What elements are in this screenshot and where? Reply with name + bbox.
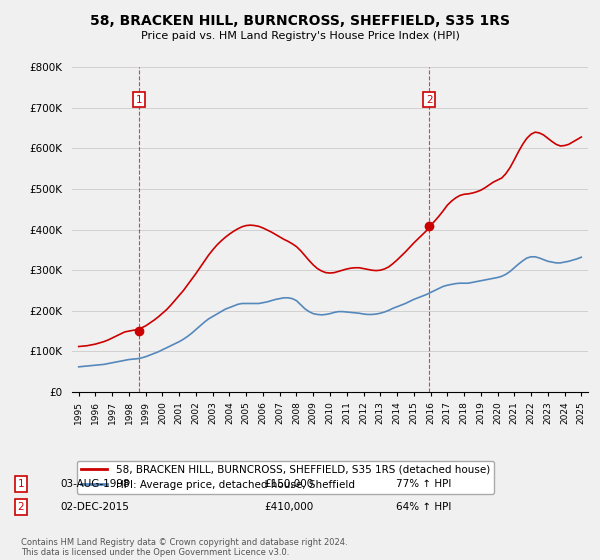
Text: 03-AUG-1998: 03-AUG-1998: [60, 479, 130, 489]
Text: £410,000: £410,000: [264, 502, 313, 512]
Text: 64% ↑ HPI: 64% ↑ HPI: [396, 502, 451, 512]
Text: 77% ↑ HPI: 77% ↑ HPI: [396, 479, 451, 489]
Text: £150,000: £150,000: [264, 479, 313, 489]
Text: Contains HM Land Registry data © Crown copyright and database right 2024.
This d: Contains HM Land Registry data © Crown c…: [21, 538, 347, 557]
Text: 2: 2: [426, 95, 433, 105]
Text: 1: 1: [17, 479, 25, 489]
Text: 2: 2: [17, 502, 25, 512]
Text: 1: 1: [136, 95, 142, 105]
Text: 58, BRACKEN HILL, BURNCROSS, SHEFFIELD, S35 1RS: 58, BRACKEN HILL, BURNCROSS, SHEFFIELD, …: [90, 14, 510, 28]
Text: 02-DEC-2015: 02-DEC-2015: [60, 502, 129, 512]
Legend: 58, BRACKEN HILL, BURNCROSS, SHEFFIELD, S35 1RS (detached house), HPI: Average p: 58, BRACKEN HILL, BURNCROSS, SHEFFIELD, …: [77, 460, 494, 494]
Text: Price paid vs. HM Land Registry's House Price Index (HPI): Price paid vs. HM Land Registry's House …: [140, 31, 460, 41]
